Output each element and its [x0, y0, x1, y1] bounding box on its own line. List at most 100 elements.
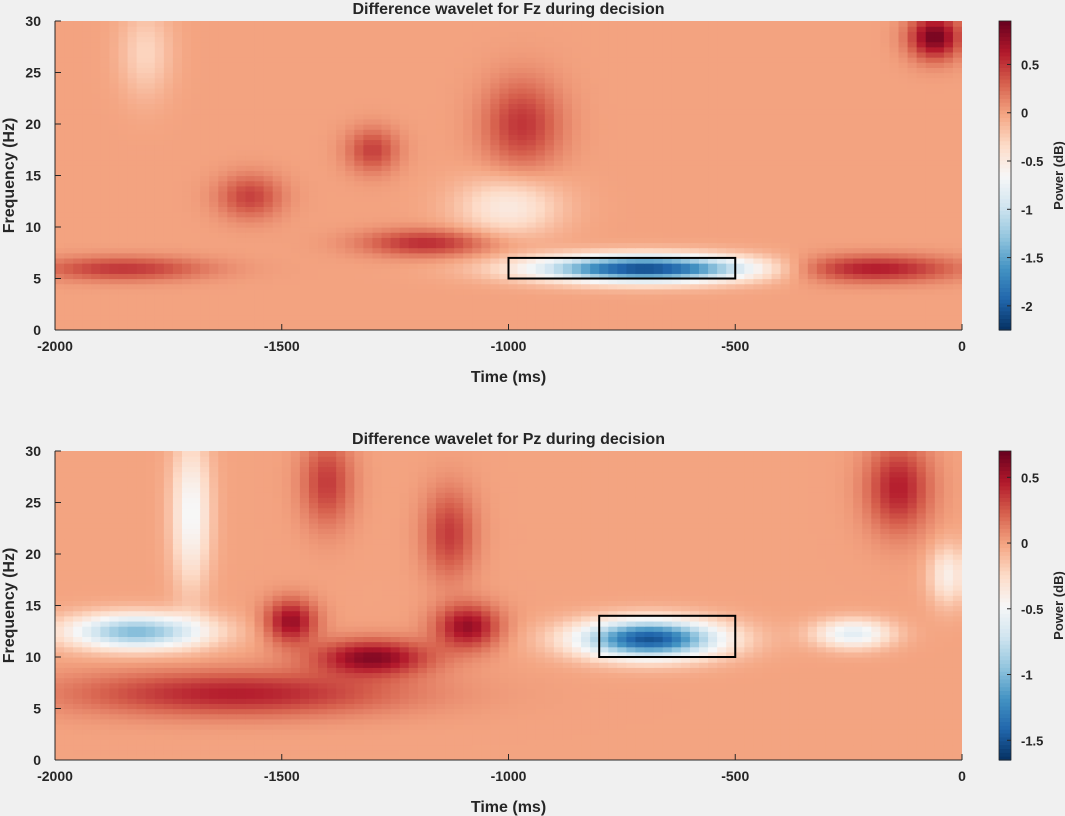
heatmap-cell: [590, 257, 600, 264]
heatmap-cell: [200, 211, 210, 218]
heatmap-cell: [381, 319, 392, 326]
heatmap-cell: [617, 283, 628, 290]
heatmap-cell: [789, 314, 800, 321]
heatmap-cell: [109, 263, 120, 269]
heatmap-cell: [55, 134, 65, 141]
heatmap-cell: [871, 134, 881, 141]
heatmap-cell: [571, 87, 582, 94]
heatmap-cell: [862, 252, 872, 259]
heatmap-cell: [762, 108, 773, 115]
heatmap-cell: [835, 288, 845, 295]
heatmap-cell: [553, 72, 564, 79]
heatmap-cell: [381, 309, 392, 316]
heatmap-cell: [708, 227, 718, 233]
heatmap-cell: [626, 98, 637, 104]
heatmap-cell: [626, 87, 637, 94]
heatmap-cell: [816, 154, 827, 161]
heatmap-cell: [55, 237, 65, 244]
heatmap-cell: [581, 283, 591, 290]
heatmap-cell: [599, 170, 609, 177]
heatmap-cell: [172, 206, 183, 213]
heatmap-cell: [218, 283, 228, 290]
heatmap-cell: [708, 232, 718, 238]
heatmap-cell: [726, 72, 736, 79]
heatmap-cell: [381, 263, 392, 269]
heatmap-cell: [925, 247, 936, 254]
heatmap-cell: [771, 77, 782, 84]
heatmap-cell: [109, 72, 120, 79]
heatmap-cell: [671, 98, 682, 104]
heatmap-cell: [127, 144, 138, 151]
heatmap-cell: [735, 211, 745, 218]
heatmap-cell: [925, 299, 936, 305]
heatmap-cell: [898, 185, 909, 192]
heatmap-cell: [73, 263, 83, 269]
heatmap-cell: [145, 77, 156, 84]
heatmap-cell: [426, 124, 437, 130]
heatmap-cell: [200, 227, 210, 233]
heatmap-cell: [181, 77, 192, 84]
heatmap-cell: [862, 324, 872, 330]
heatmap-cell: [816, 113, 827, 120]
heatmap-cell: [236, 113, 247, 120]
heatmap-cell: [145, 283, 156, 290]
heatmap-cell: [698, 299, 709, 305]
heatmap-cell: [118, 221, 129, 228]
heatmap-cell: [780, 129, 791, 135]
heatmap-cell: [254, 103, 265, 110]
heatmap-cell: [771, 149, 782, 156]
heatmap-cell: [644, 103, 655, 110]
heatmap-cell: [644, 77, 655, 84]
heatmap-cell: [172, 278, 183, 285]
heatmap-cell: [880, 324, 891, 330]
heatmap-cell: [381, 87, 392, 94]
heatmap-cell: [55, 247, 65, 254]
heatmap-cell: [934, 185, 945, 192]
heatmap-cell: [943, 170, 954, 177]
heatmap-cell: [907, 324, 918, 330]
heatmap-cell: [653, 201, 664, 207]
heatmap-cell: [789, 221, 800, 228]
heatmap-cell: [835, 108, 845, 115]
heatmap-cell: [916, 201, 927, 207]
heatmap-cell: [517, 93, 528, 99]
heatmap-cell: [680, 175, 691, 182]
heatmap-cell: [327, 149, 337, 156]
heatmap-cell: [635, 227, 646, 233]
heatmap-cell: [934, 211, 945, 218]
heatmap-cell: [526, 124, 537, 130]
heatmap-cell: [245, 87, 256, 94]
heatmap-cell: [354, 288, 364, 295]
heatmap-cell: [526, 180, 537, 187]
heatmap-cell: [127, 180, 138, 187]
heatmap-cell: [608, 257, 618, 264]
heatmap-cell: [544, 144, 555, 151]
heatmap-cell: [209, 165, 219, 171]
heatmap-cell: [181, 93, 192, 99]
heatmap-cell: [318, 124, 328, 130]
heatmap-cell: [753, 170, 764, 177]
heatmap-cell: [73, 242, 83, 249]
heatmap-cell: [698, 160, 709, 166]
heatmap-cell: [771, 185, 782, 192]
heatmap-cell: [753, 273, 764, 280]
heatmap-cell: [127, 185, 138, 192]
heatmap-cell: [181, 263, 192, 269]
heatmap-cell: [472, 242, 482, 249]
heatmap-cell: [336, 283, 346, 290]
heatmap-cell: [816, 206, 827, 213]
heatmap-cell: [526, 273, 537, 280]
heatmap-cell: [55, 149, 65, 156]
heatmap-cell: [381, 288, 392, 295]
heatmap-cell: [209, 93, 219, 99]
heatmap-cell: [454, 283, 464, 290]
heatmap-cell: [118, 144, 129, 151]
heatmap-cell: [463, 165, 473, 171]
heatmap-cell: [662, 293, 673, 300]
heatmap-cell: [426, 113, 437, 120]
heatmap-cell: [717, 175, 727, 182]
heatmap-cell: [780, 309, 791, 316]
heatmap-cell: [490, 201, 501, 207]
heatmap-cell: [408, 180, 419, 187]
heatmap-cell: [753, 206, 764, 213]
